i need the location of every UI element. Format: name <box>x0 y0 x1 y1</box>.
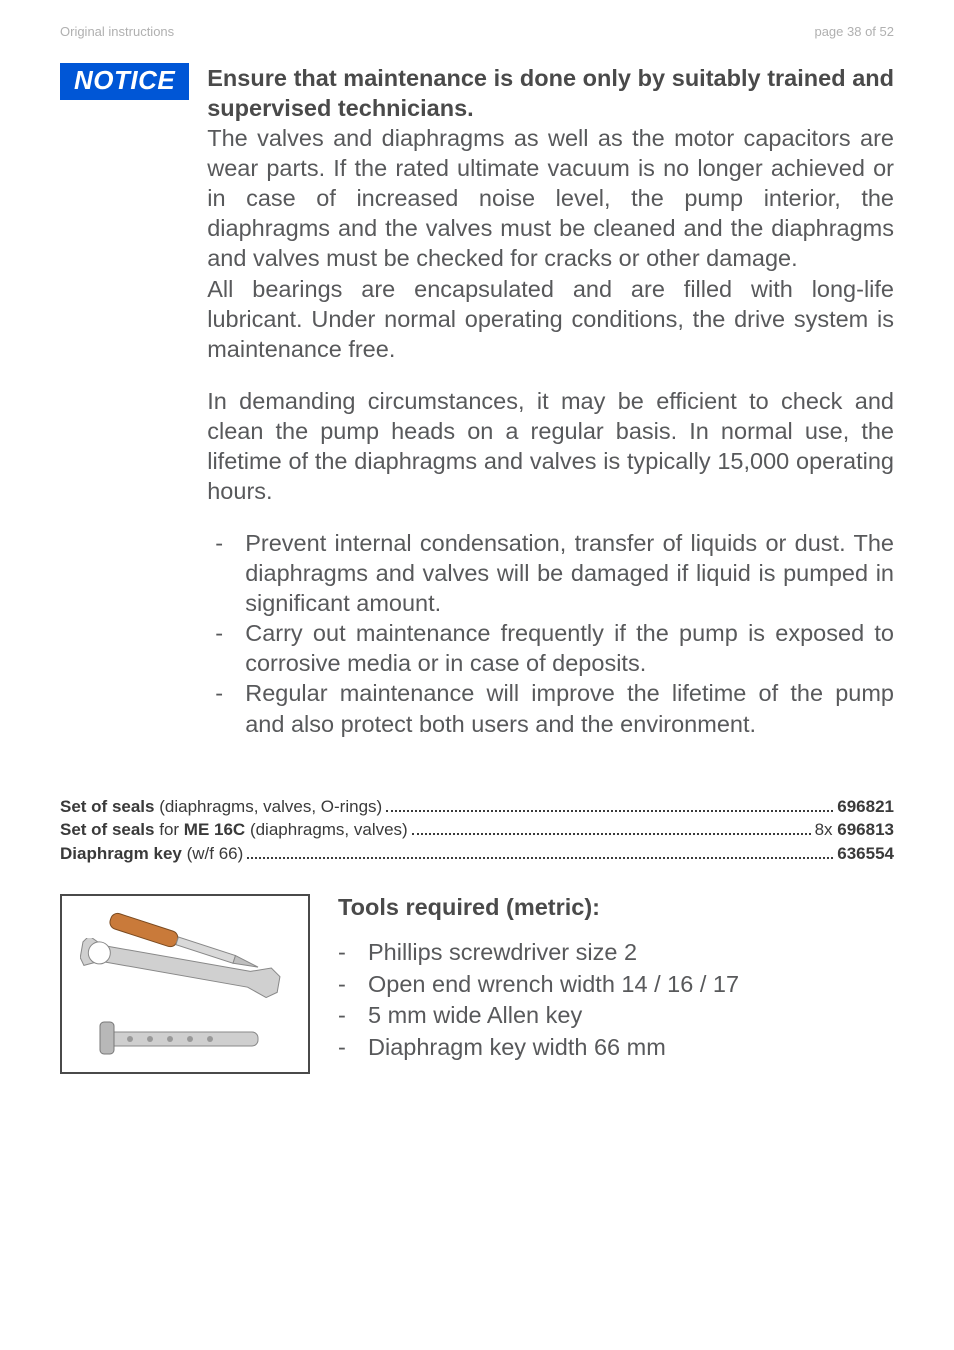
bullet-dash: - <box>207 528 245 618</box>
page-header: Original instructions page 38 of 52 <box>60 24 894 39</box>
tools-list: -Phillips screwdriver size 2 -Open end w… <box>338 937 894 1064</box>
notice-section: NOTICE Ensure that maintenance is done o… <box>60 63 894 761</box>
tools-section: Tools required (metric): -Phillips screw… <box>60 894 894 1074</box>
tools-item-3: -5 mm wide Allen key <box>338 1000 894 1032</box>
tools-item-4: -Diaphragm key width 66 mm <box>338 1032 894 1064</box>
dots <box>386 810 833 812</box>
tools-illustration <box>60 894 310 1074</box>
header-left: Original instructions <box>60 24 174 39</box>
seals-r2-b: for <box>155 820 184 839</box>
seals-r2-c: ME 16C <box>184 820 245 839</box>
seals-r2-val-b: 696813 <box>837 820 894 839</box>
seals-list: Set of seals (diaphragms, valves, O-ring… <box>60 795 894 866</box>
tools-item-3-text: 5 mm wide Allen key <box>368 1000 582 1032</box>
tools-title: Tools required (metric): <box>338 894 894 921</box>
seals-r1-a: Set of seals <box>60 797 155 816</box>
notice-para1: The valves and diaphragms as well as the… <box>207 125 894 271</box>
bullet-1-text: Prevent internal condensation, transfer … <box>245 528 894 618</box>
notice-para3: In demanding circumstances, it may be ef… <box>207 386 894 506</box>
tools-item-1-text: Phillips screwdriver size 2 <box>368 937 637 969</box>
seals-r3-a: Diaphragm key <box>60 844 182 863</box>
notice-heading: Ensure that maintenance is done only by … <box>207 65 894 121</box>
tools-item-1: -Phillips screwdriver size 2 <box>338 937 894 969</box>
diaphragm-key-icon <box>90 1016 270 1058</box>
bullet-dash: - <box>207 678 245 738</box>
bullet-dash: - <box>207 618 245 678</box>
seals-r1-val: 696821 <box>837 795 894 819</box>
seals-row-3: Diaphragm key (w/f 66) 636554 <box>60 842 894 866</box>
seals-r2-val-a: 8x <box>815 820 838 839</box>
notice-para2: All bearings are encapsulated and are fi… <box>207 276 894 362</box>
tools-text: Tools required (metric): -Phillips screw… <box>338 894 894 1064</box>
seals-r3-val: 636554 <box>837 842 894 866</box>
bullet-3-text: Regular maintenance will improve the lif… <box>245 678 894 738</box>
header-right: page 38 of 52 <box>814 24 894 39</box>
dots <box>412 833 811 835</box>
tools-item-2-text: Open end wrench width 14 / 16 / 17 <box>368 969 739 1001</box>
dots <box>247 857 833 859</box>
wrench-icon <box>80 938 290 998</box>
notice-badge: NOTICE <box>60 63 189 100</box>
seals-r1-b: (diaphragms, valves, O-rings) <box>155 797 383 816</box>
bullet-2-text: Carry out maintenance frequently if the … <box>245 618 894 678</box>
tools-item-4-text: Diaphragm key width 66 mm <box>368 1032 666 1064</box>
bullet-1: - Prevent internal condensation, transfe… <box>207 528 894 618</box>
seals-r3-b: (w/f 66) <box>182 844 243 863</box>
seals-row-2: Set of seals for ME 16C (diaphragms, val… <box>60 818 894 842</box>
seals-row-1: Set of seals (diaphragms, valves, O-ring… <box>60 795 894 819</box>
seals-r2-d: (diaphragms, valves) <box>245 820 408 839</box>
bullet-3: - Regular maintenance will improve the l… <box>207 678 894 738</box>
bullet-2: - Carry out maintenance frequently if th… <box>207 618 894 678</box>
notice-body-1: Ensure that maintenance is done only by … <box>207 63 894 364</box>
bullet-list: - Prevent internal condensation, transfe… <box>207 528 894 739</box>
seals-r2-a: Set of seals <box>60 820 155 839</box>
tools-item-2: -Open end wrench width 14 / 16 / 17 <box>338 969 894 1001</box>
